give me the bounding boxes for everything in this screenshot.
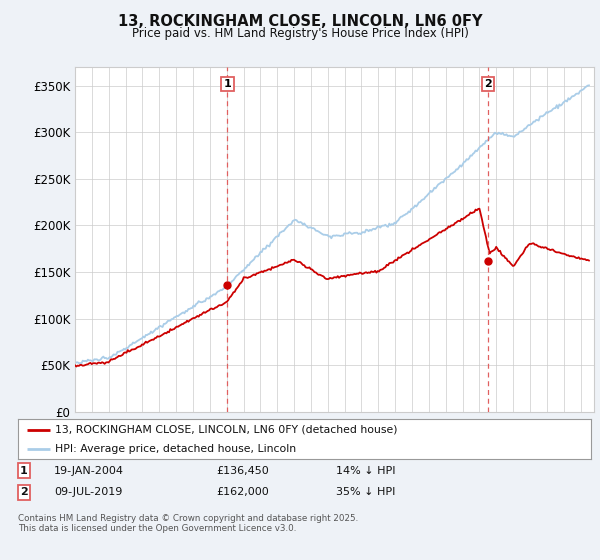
Text: £136,450: £136,450 bbox=[216, 466, 269, 476]
Text: 14% ↓ HPI: 14% ↓ HPI bbox=[336, 466, 395, 476]
Text: 2: 2 bbox=[484, 79, 492, 89]
Text: 13, ROCKINGHAM CLOSE, LINCOLN, LN6 0FY: 13, ROCKINGHAM CLOSE, LINCOLN, LN6 0FY bbox=[118, 14, 482, 29]
Text: 1: 1 bbox=[224, 79, 232, 89]
Text: 1: 1 bbox=[20, 466, 28, 476]
Text: Price paid vs. HM Land Registry's House Price Index (HPI): Price paid vs. HM Land Registry's House … bbox=[131, 27, 469, 40]
Text: £162,000: £162,000 bbox=[216, 487, 269, 497]
Text: Contains HM Land Registry data © Crown copyright and database right 2025.
This d: Contains HM Land Registry data © Crown c… bbox=[18, 514, 358, 534]
Text: 19-JAN-2004: 19-JAN-2004 bbox=[54, 466, 124, 476]
Text: 35% ↓ HPI: 35% ↓ HPI bbox=[336, 487, 395, 497]
Text: 2: 2 bbox=[20, 487, 28, 497]
Text: 13, ROCKINGHAM CLOSE, LINCOLN, LN6 0FY (detached house): 13, ROCKINGHAM CLOSE, LINCOLN, LN6 0FY (… bbox=[55, 425, 398, 435]
Text: 09-JUL-2019: 09-JUL-2019 bbox=[54, 487, 122, 497]
Text: HPI: Average price, detached house, Lincoln: HPI: Average price, detached house, Linc… bbox=[55, 444, 296, 454]
